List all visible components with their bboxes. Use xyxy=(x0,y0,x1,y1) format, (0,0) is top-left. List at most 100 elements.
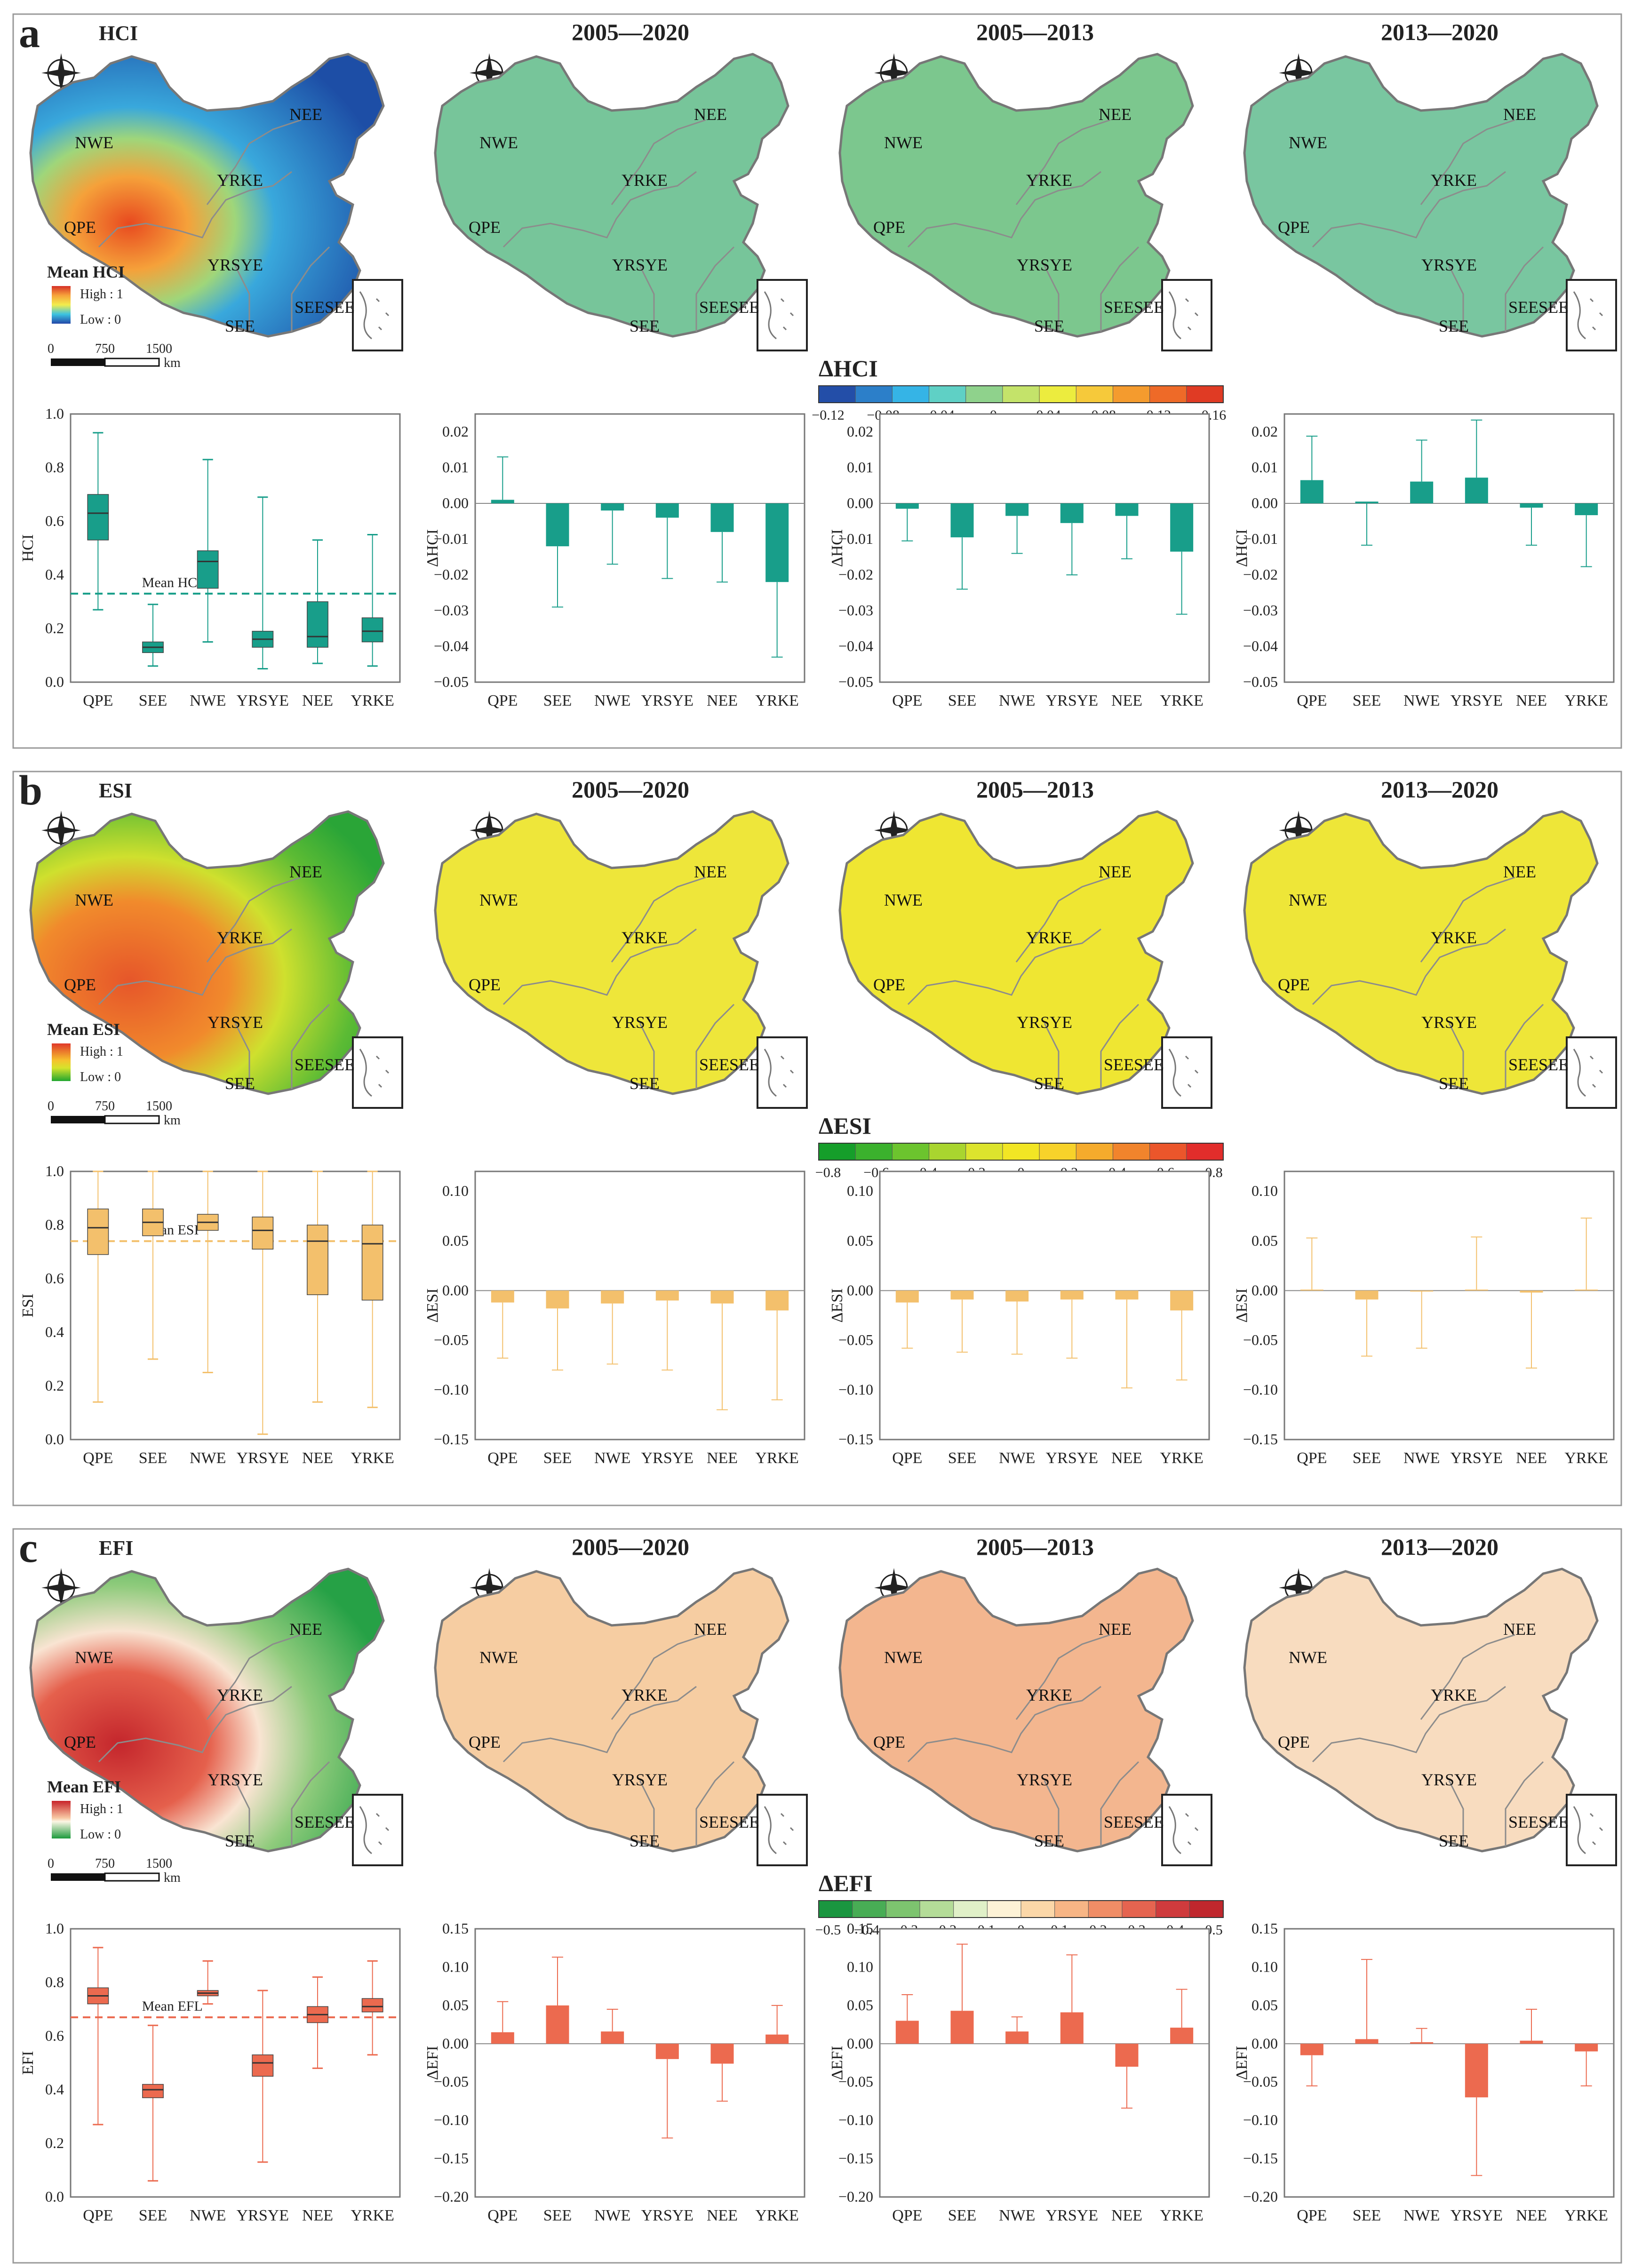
bar-qpe xyxy=(895,2021,919,2044)
map-title: 2005—2020 xyxy=(572,19,689,45)
x-tick-label: QPE xyxy=(892,1449,922,1467)
x-tick-label: QPE xyxy=(487,1449,518,1467)
delta-legend-swatch xyxy=(965,385,1003,403)
delta-legend-swatch xyxy=(953,1900,988,1918)
x-tick-label: SEE xyxy=(543,1449,572,1467)
x-tick-label: SEE xyxy=(948,2207,976,2224)
region-label-yrke: YRKE xyxy=(1026,928,1072,947)
region-label-nee: NEE xyxy=(1503,1620,1536,1639)
region-label-yrke: YRKE xyxy=(217,171,263,190)
delta-legend-swatch xyxy=(1112,1143,1150,1161)
delta-legend-swatch xyxy=(1186,385,1224,403)
y-tick-label: 0.6 xyxy=(45,512,64,529)
region-label-nwe: NWE xyxy=(1289,891,1327,909)
region-label-qpe: QPE xyxy=(469,975,501,994)
inset-islands xyxy=(1168,291,1199,340)
y-tick-label: −0.05 xyxy=(838,2073,873,2090)
y-tick-label: −0.01 xyxy=(1243,530,1278,547)
y-tick-label: −0.20 xyxy=(1243,2188,1278,2205)
region-label-see: SEE xyxy=(1034,1074,1064,1093)
bar-see xyxy=(1355,501,1379,503)
y-tick-label: 0.10 xyxy=(847,1958,873,1975)
region-label-seesee: SEESEE xyxy=(1104,1055,1164,1074)
x-tick-label: YRSYE xyxy=(1451,1449,1503,1467)
x-tick-label: SEE xyxy=(543,2207,572,2224)
mean-legend-high: High : 1 xyxy=(80,1044,123,1059)
delta-legend-swatch xyxy=(1122,1900,1156,1918)
y-tick-label: 0.15 xyxy=(442,1920,469,1937)
x-tick-label: NEE xyxy=(1516,2207,1547,2224)
x-tick-label: NWE xyxy=(999,692,1035,709)
bar-chart: −0.20 −0.15 −0.10 −0.05 0.00 0.05 0.10 0.15 ΔEFI… xyxy=(829,1920,1210,2224)
plot-frame xyxy=(1283,1928,1615,2198)
south-china-sea-inset xyxy=(1161,1794,1212,1866)
mean-legend-title: Mean HCI xyxy=(47,263,125,281)
region-label-qpe: QPE xyxy=(64,975,96,994)
y-tick-label: −0.05 xyxy=(434,1331,469,1348)
plot-frame xyxy=(879,1170,1210,1440)
scale-seg-light xyxy=(104,1872,160,1882)
bar-see xyxy=(950,1290,974,1300)
region-label-yrke: YRKE xyxy=(622,928,668,947)
delta-legend-swatch xyxy=(892,1143,930,1161)
bar-yrsye xyxy=(1060,503,1084,523)
delta-legend-title: ΔEFI xyxy=(819,1870,873,1896)
map-title: HCI xyxy=(99,22,138,45)
delta-legend-swatch xyxy=(1076,385,1114,403)
compass-needle-ew xyxy=(41,69,81,77)
bar-nee xyxy=(1115,503,1139,516)
mean-legend-high: High : 1 xyxy=(80,287,123,302)
south-china-sea-inset xyxy=(1566,1794,1617,1866)
x-tick-label: YRSYE xyxy=(641,1449,693,1467)
y-axis-label: ΔHCI xyxy=(829,529,846,567)
compass-needle-ew xyxy=(1279,69,1318,77)
compass-needle-ew xyxy=(874,1584,914,1592)
region-label-yrke: YRKE xyxy=(1431,1686,1477,1704)
y-tick-label: −0.05 xyxy=(838,1331,873,1348)
y-tick-label: −0.05 xyxy=(1243,1331,1278,1348)
delta-legend-swatch xyxy=(929,1143,966,1161)
x-tick-label: SEE xyxy=(948,1449,976,1467)
region-label-seesee: SEESEE xyxy=(699,1055,759,1074)
bar-yrsye xyxy=(655,1290,679,1301)
y-tick-label: 0.05 xyxy=(1251,1997,1278,2013)
region-label-qpe: QPE xyxy=(64,218,96,237)
box-nee xyxy=(307,1225,328,1295)
y-axis-label: ΔESI xyxy=(424,1289,441,1323)
south-china-sea-inset xyxy=(1566,279,1617,351)
south-china-sea-inset xyxy=(1161,279,1212,351)
region-label-see: SEE xyxy=(1439,1831,1469,1850)
y-tick-label: 0.05 xyxy=(847,1232,873,1249)
compass-needle-ew xyxy=(1279,1584,1318,1592)
region-label-nwe: NWE xyxy=(1289,133,1327,152)
y-axis-label: HCI xyxy=(19,534,37,562)
y-tick-label: −0.10 xyxy=(1243,1381,1278,1398)
bar-nee xyxy=(1520,503,1543,508)
x-tick-label: SEE xyxy=(139,692,167,709)
x-tick-label: QPE xyxy=(1297,1449,1327,1467)
boxplot-chart: 0.0 0.2 0.4 0.6 0.8 1.0 EFI Mean EFL QPE SEE NWE YR… xyxy=(19,1920,401,2224)
scale-label: 750 xyxy=(95,1099,115,1114)
x-tick-label: NEE xyxy=(302,692,333,709)
bar-nee xyxy=(710,1290,734,1304)
bar-nee xyxy=(1115,1290,1139,1300)
region-label-yrke: YRKE xyxy=(622,171,668,190)
y-tick-label: 0.0 xyxy=(45,673,64,690)
y-tick-label: 0.00 xyxy=(1251,494,1278,511)
delta-legend-swatch xyxy=(818,1143,856,1161)
y-tick-label: 0.10 xyxy=(847,1182,873,1199)
region-label-nee: NEE xyxy=(289,105,322,124)
delta-legend-swatch xyxy=(818,385,856,403)
mean-legend-ramp xyxy=(52,1043,71,1081)
y-tick-label: −0.10 xyxy=(434,2111,469,2128)
bar-yrke xyxy=(1170,1290,1194,1311)
bar-yrke xyxy=(765,503,789,582)
region-label-yrsye: YRSYE xyxy=(1421,255,1477,274)
y-tick-label: −0.02 xyxy=(1243,566,1278,583)
bar-nwe xyxy=(1410,1290,1434,1292)
x-tick-label: YRSYE xyxy=(641,2207,693,2224)
